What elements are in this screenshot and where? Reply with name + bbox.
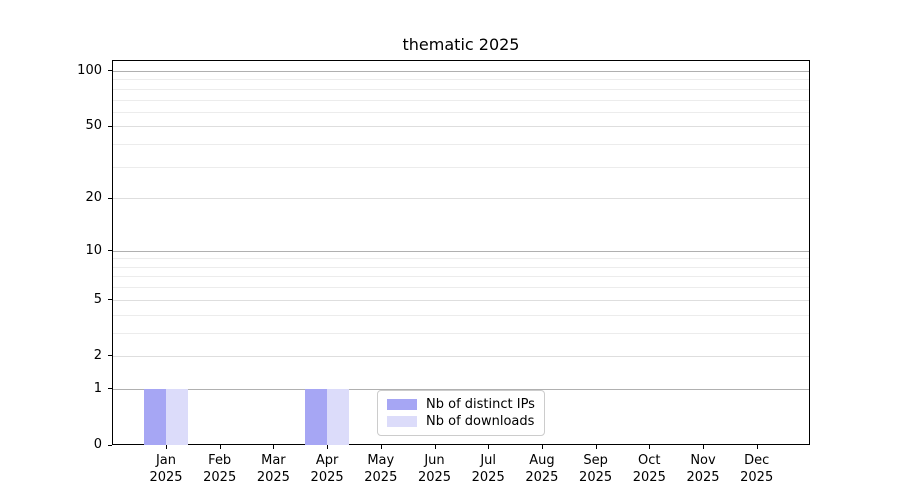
y-tick-label-20: 20 bbox=[85, 190, 102, 206]
bar-nb-of-downloads bbox=[166, 388, 188, 445]
x-tick-label-line: Sep bbox=[583, 453, 608, 468]
gridline-y-50 bbox=[113, 126, 809, 128]
y-tick-label-100: 100 bbox=[77, 62, 102, 78]
y-tick-label-10: 10 bbox=[85, 242, 102, 258]
x-tick-label-line: 2025 bbox=[310, 470, 344, 485]
gridline-y-1 bbox=[113, 388, 809, 390]
x-tick-label-line: 2025 bbox=[256, 470, 290, 485]
gridline-y-30 bbox=[113, 166, 809, 168]
gridline-y-20 bbox=[113, 198, 809, 200]
x-tick-label-line: 2025 bbox=[525, 470, 559, 485]
x-tick-label-line: Apr bbox=[315, 453, 339, 468]
bar-nb-of-distinct-ips bbox=[144, 388, 166, 445]
gridline-y-60 bbox=[113, 111, 809, 113]
x-tick-label-line: 2025 bbox=[686, 470, 720, 485]
x-tick-label-3: Apr 2025 bbox=[292, 452, 362, 486]
x-tick-9 bbox=[649, 445, 651, 449]
y-tick-5 bbox=[108, 299, 112, 301]
y-tick-2 bbox=[108, 355, 112, 357]
gridline-y-5 bbox=[113, 299, 809, 301]
gridline-y-8 bbox=[113, 266, 809, 268]
x-tick-7 bbox=[541, 445, 543, 449]
gridline-y-40 bbox=[113, 144, 809, 146]
x-tick-label-4: May 2025 bbox=[346, 452, 416, 486]
legend-swatch-downloads bbox=[387, 416, 417, 427]
chart-title: thematic 2025 bbox=[402, 35, 520, 54]
x-tick-label-line: 2025 bbox=[149, 470, 183, 485]
gridline-y-70 bbox=[113, 99, 809, 101]
x-tick-label-2: Mar 2025 bbox=[238, 452, 308, 486]
x-tick-label-line: Aug bbox=[529, 453, 555, 468]
plot-area bbox=[112, 60, 810, 445]
x-tick-label-5: Jun 2025 bbox=[400, 452, 470, 486]
bar-nb-of-downloads bbox=[327, 388, 350, 445]
x-tick-label-11: Dec 2025 bbox=[722, 452, 792, 486]
bar-nb-of-distinct-ips bbox=[305, 388, 328, 445]
y-tick-10 bbox=[108, 250, 112, 252]
x-tick-label-line: May bbox=[367, 453, 395, 468]
y-tick-label-5: 5 bbox=[93, 291, 102, 307]
x-tick-6 bbox=[488, 445, 490, 449]
legend-swatch-distinct-ips bbox=[387, 399, 417, 410]
gridline-y-90 bbox=[113, 79, 809, 81]
x-tick-label-line: Jul bbox=[480, 453, 497, 468]
y-tick-1 bbox=[108, 388, 112, 390]
gridline-y-80 bbox=[113, 88, 809, 90]
x-tick-3 bbox=[327, 445, 329, 449]
gridline-y-4 bbox=[113, 314, 809, 316]
x-tick-label-line: 2025 bbox=[364, 470, 398, 485]
x-tick-0 bbox=[166, 445, 167, 449]
y-tick-100 bbox=[108, 70, 112, 72]
x-tick-label-0: Jan 2025 bbox=[131, 452, 201, 486]
x-tick-label-6: Jul 2025 bbox=[453, 452, 523, 486]
y-tick-label-0: 0 bbox=[93, 437, 102, 452]
y-tick-20 bbox=[108, 197, 112, 199]
x-tick-8 bbox=[595, 445, 597, 449]
x-tick-label-line: 2025 bbox=[203, 470, 237, 485]
y-tick-0 bbox=[108, 444, 112, 446]
x-tick-label-line: Feb bbox=[208, 453, 232, 468]
x-tick-label-line: Dec bbox=[744, 453, 770, 468]
x-tick-label-line: 2025 bbox=[579, 470, 613, 485]
x-tick-label-line: Jun bbox=[424, 453, 445, 468]
gridline-y-10 bbox=[113, 250, 809, 252]
legend-label: Nb of downloads bbox=[426, 414, 535, 429]
x-tick-label-line: Jan bbox=[155, 453, 177, 468]
x-tick-label-line: 2025 bbox=[740, 470, 774, 485]
x-tick-label-line: 2025 bbox=[471, 470, 505, 485]
x-tick-label-line: 2025 bbox=[632, 470, 666, 485]
x-tick-label-line: Mar bbox=[261, 453, 286, 468]
gridline-y-9 bbox=[113, 258, 809, 260]
x-tick-label-line: 2025 bbox=[417, 470, 452, 485]
x-tick-label-1: Feb 2025 bbox=[185, 452, 255, 486]
gridline-y-3 bbox=[113, 332, 809, 334]
legend-item: Nb of downloads bbox=[387, 414, 536, 429]
x-tick-label-line: Oct bbox=[638, 453, 661, 468]
legend: Nb of distinct IPs Nb of downloads bbox=[377, 390, 545, 436]
legend-item: Nb of distinct IPs bbox=[387, 397, 536, 412]
gridline-y-6 bbox=[113, 287, 809, 289]
x-tick-label-8: Sep 2025 bbox=[561, 452, 631, 486]
x-tick-4 bbox=[380, 445, 382, 449]
x-tick-5 bbox=[434, 445, 436, 449]
gridline-y-7 bbox=[113, 276, 809, 278]
x-tick-label-7: Aug 2025 bbox=[507, 452, 577, 486]
x-tick-10 bbox=[703, 445, 704, 449]
x-tick-2 bbox=[273, 445, 275, 449]
x-tick-11 bbox=[756, 445, 758, 449]
gridline-y-100 bbox=[113, 70, 809, 72]
x-tick-label-9: Oct 2025 bbox=[614, 452, 684, 486]
x-tick-1 bbox=[219, 445, 221, 449]
x-tick-label-line: Nov bbox=[690, 453, 716, 468]
x-tick-label-10: Nov 2025 bbox=[668, 452, 738, 486]
legend-label: Nb of distinct IPs bbox=[426, 397, 535, 412]
gridline-y-2 bbox=[113, 355, 809, 357]
y-tick-label-1: 1 bbox=[93, 380, 102, 396]
y-tick-50 bbox=[108, 125, 112, 127]
y-tick-label-50: 50 bbox=[85, 118, 102, 134]
y-tick-label-2: 2 bbox=[93, 347, 102, 363]
